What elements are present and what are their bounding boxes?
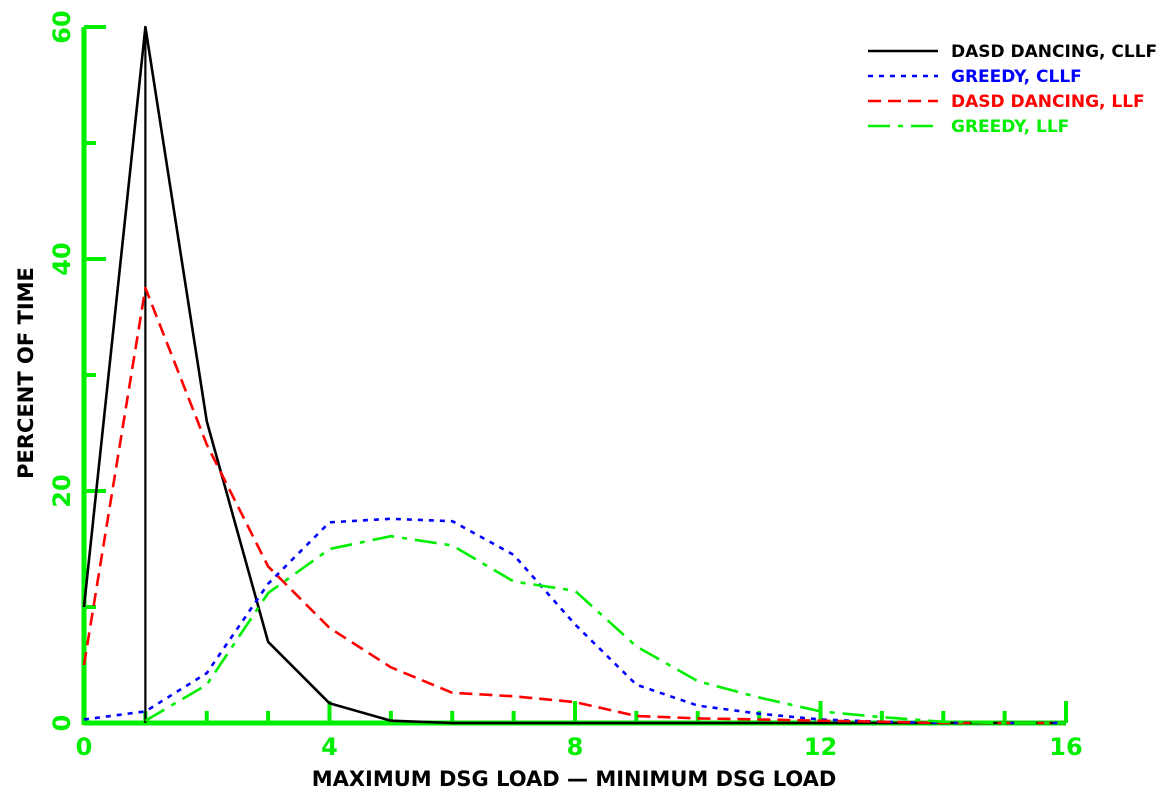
x-tick-label: 8: [567, 733, 584, 761]
legend: DASD DANCING, CLLF GREEDY, CLLF DASD DANCI…: [868, 42, 1157, 137]
series-3: [82, 286, 1066, 725]
series-1: [82, 25, 1066, 725]
legend-label: DASD DANCING, CLLF: [951, 42, 1157, 62]
y-tick-label: 60: [48, 10, 76, 43]
axes: 0 4 8 12 16 0 20 40 60: [48, 10, 1083, 761]
x-tick-label: 16: [1049, 733, 1082, 761]
y-axis-title: PERCENT OF TIME: [14, 267, 38, 479]
series-2: [83, 517, 1066, 725]
series-line: [83, 517, 1066, 725]
series-line: [82, 25, 1066, 725]
x-tick-label: 4: [321, 733, 338, 761]
series-4: [144, 534, 1066, 725]
legend-label: GREEDY, LLF: [951, 117, 1069, 137]
x-tick-label: 12: [804, 733, 837, 761]
x-axis-title: MAXIMUM DSG LOAD — MINIMUM DSG LOAD: [312, 767, 837, 791]
x-tick-label: 0: [76, 733, 93, 761]
y-tick-label: 40: [48, 242, 76, 275]
y-tick-label: 0: [48, 715, 76, 732]
legend-label: GREEDY, CLLF: [951, 67, 1082, 87]
series-line: [82, 286, 1066, 725]
legend-label: DASD DANCING, LLF: [951, 92, 1145, 112]
y-tick-label: 20: [48, 474, 76, 507]
series-layer: [82, 25, 1066, 725]
series-line: [144, 534, 1066, 725]
